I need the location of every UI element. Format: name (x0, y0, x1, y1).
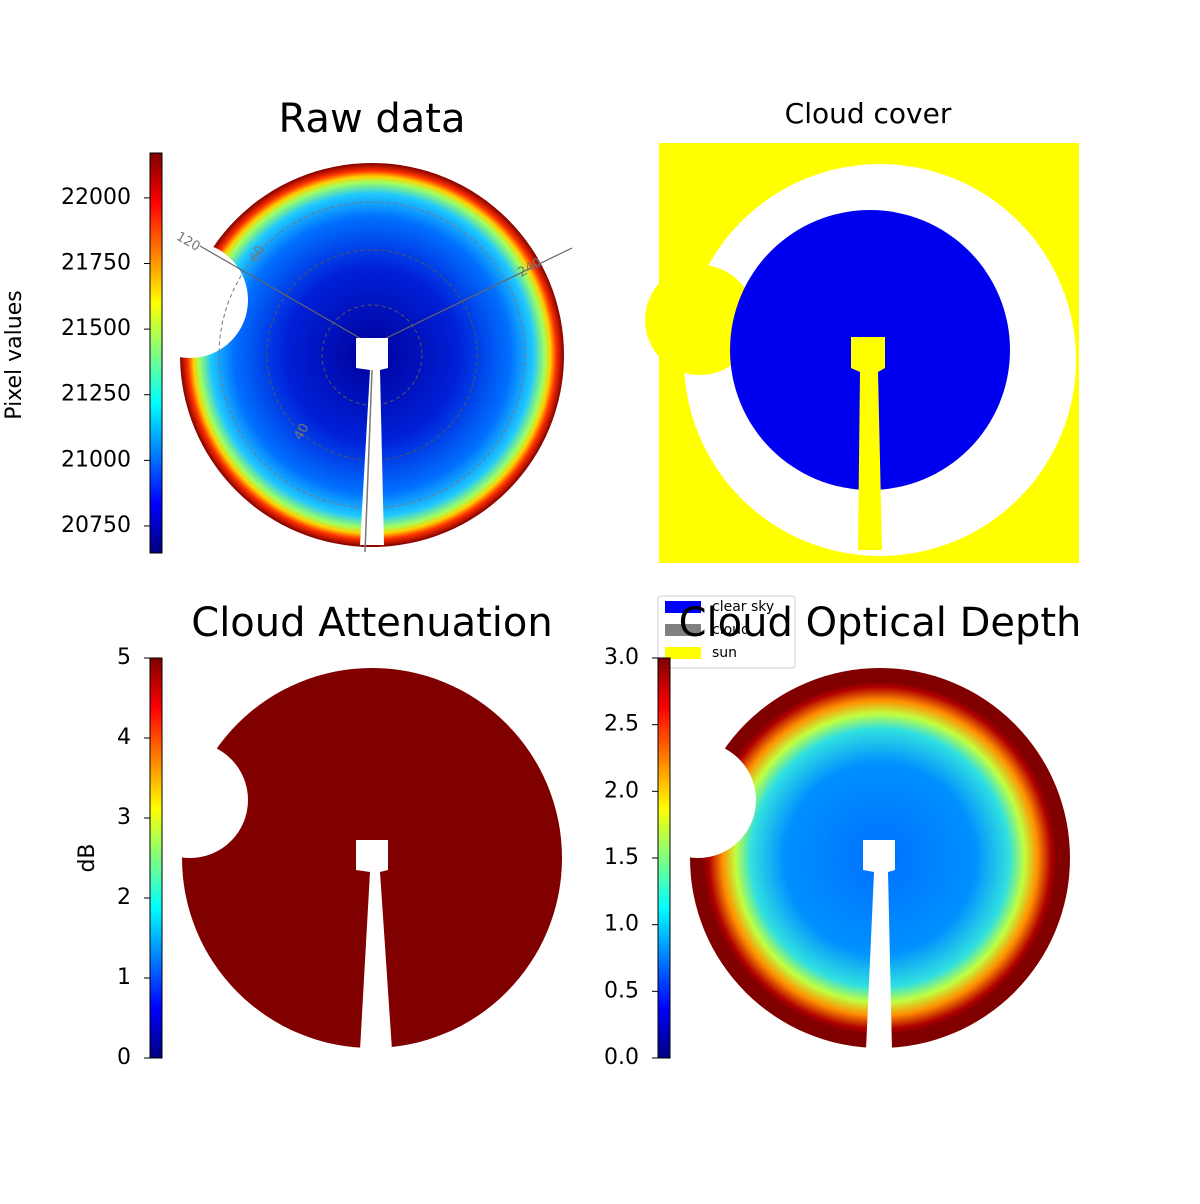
legend-label: cloud (712, 622, 750, 638)
colorbar-tick-label: 4 (117, 725, 131, 750)
colorbar-tick-label: 2 (117, 885, 131, 910)
colorbar (149, 152, 163, 554)
colorbar-label: Pixel values (2, 290, 27, 419)
polar-label: 40 (291, 421, 312, 443)
colorbar-tick-label: 0.5 (604, 978, 639, 1003)
legend-label: clear sky (712, 599, 774, 615)
cloud-cover-image (645, 143, 1079, 563)
colorbar-tick-label: 3.0 (604, 645, 639, 670)
colorbar-tick-label: 21000 (61, 447, 131, 472)
colorbar (149, 657, 163, 1059)
colorbar-tick-label: 21500 (61, 316, 131, 341)
optical-depth-image (640, 668, 1070, 1050)
legend-swatch (665, 624, 701, 636)
panel-title: Cloud Attenuation (191, 600, 552, 646)
attenuation-image (132, 645, 580, 1050)
colorbar-tick-label: 20750 (61, 513, 131, 538)
panel-title: Cloud cover (785, 97, 952, 130)
colorbar-tick-label: 5 (117, 645, 131, 670)
colorbar-tick-label: 1 (117, 965, 131, 990)
colorbar-tick-label: 2.5 (604, 712, 639, 737)
legend-label: sun (712, 645, 737, 661)
legend-swatch (665, 601, 701, 613)
raw-image (132, 163, 573, 553)
colorbar-tick-label: 0 (117, 1045, 131, 1070)
colorbar-tick-label: 3 (117, 805, 131, 830)
colorbar-label: dB (75, 843, 100, 872)
colorbar-tick-label: 21750 (61, 250, 131, 275)
panel-title: Raw data (279, 96, 466, 142)
colorbar-tick-label: 1.5 (604, 845, 639, 870)
panel-title: Cloud Optical Depth (679, 600, 1082, 646)
polar-label: 60 (247, 243, 268, 265)
colorbar-tick-label: 22000 (61, 185, 131, 210)
legend-swatch (665, 647, 701, 659)
colorbar (657, 657, 671, 1059)
colorbar-tick-label: 21250 (61, 382, 131, 407)
colorbar-tick-label: 2.0 (604, 778, 639, 803)
colorbar-tick-label: 0.0 (604, 1045, 639, 1070)
colorbar-tick-label: 1.0 (604, 912, 639, 937)
